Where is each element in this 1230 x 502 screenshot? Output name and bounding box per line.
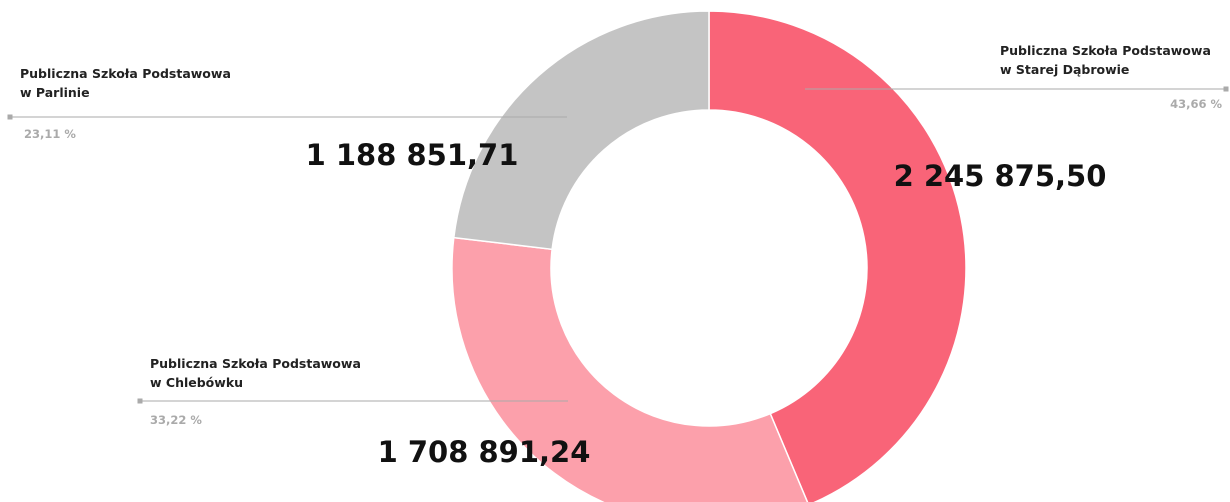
- slice-name: Publiczna Szkoła Podstawowa w Chlebówku: [150, 356, 365, 390]
- donut-slice: [451, 236, 809, 502]
- leader-dot: [137, 398, 143, 404]
- donut-slice: [708, 10, 967, 502]
- slice-name: Publiczna Szkoła Podstawowa w Parlinie: [20, 66, 235, 100]
- percent-label: 33,22 %: [150, 413, 202, 427]
- leader-dot: [1223, 86, 1229, 92]
- percent-label: 23,11 %: [24, 127, 76, 141]
- leader-dot: [7, 114, 13, 120]
- percent-label: 43,66 %: [1170, 97, 1222, 111]
- value-label: 2 245 875,50: [894, 159, 1107, 193]
- value-label: 1 188 851,71: [306, 138, 519, 172]
- donut-slice: [452, 10, 710, 251]
- slice-name: Publiczna Szkoła Podstawowa w Starej Dąb…: [1000, 43, 1215, 77]
- value-label: 1 708 891,24: [378, 435, 591, 469]
